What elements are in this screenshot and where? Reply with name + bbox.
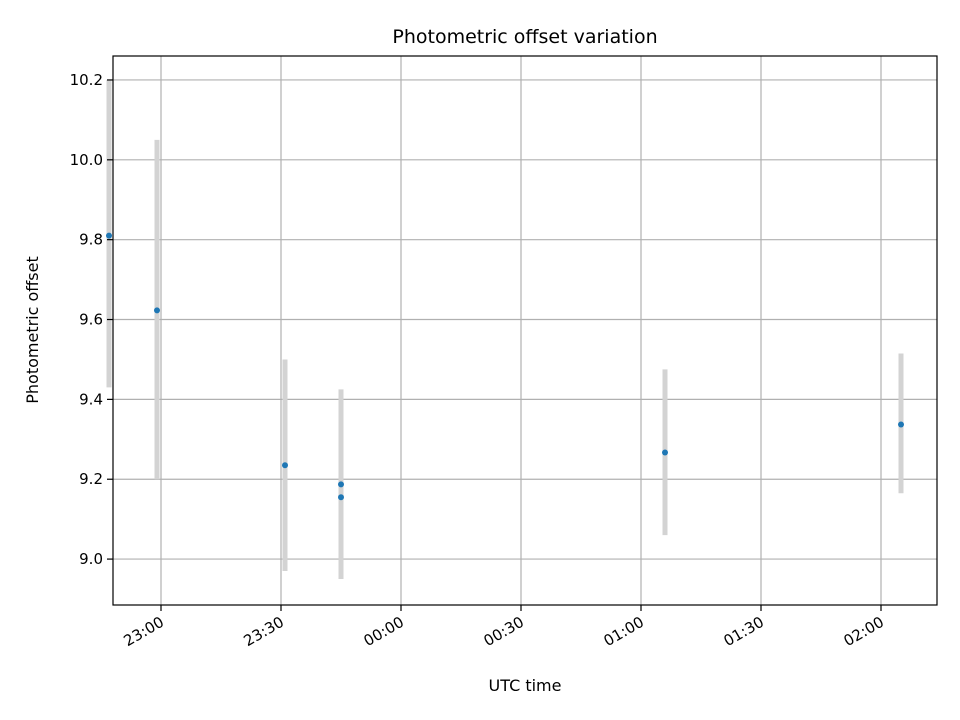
x-axis-label: UTC time — [489, 676, 562, 695]
data-point — [898, 421, 904, 428]
grid — [113, 56, 937, 605]
y-tick-label: 9.4 — [79, 390, 103, 408]
y-tick-label: 10.2 — [70, 71, 103, 89]
data-point — [338, 481, 344, 488]
y-tick-label: 9.0 — [79, 550, 103, 568]
data-point — [106, 232, 112, 239]
data-point — [154, 307, 160, 314]
y-tick-label: 10.0 — [70, 151, 103, 169]
data-point — [282, 462, 288, 469]
data-point — [338, 494, 344, 501]
y-tick-label: 9.2 — [79, 470, 103, 488]
y-tick-label: 9.6 — [79, 311, 103, 329]
y-axis: 9.0 9.2 9.4 9.6 9.8 10.0 10.2 — [70, 71, 113, 568]
chart-title: Photometric offset variation — [392, 26, 657, 48]
y-tick-label: 9.8 — [79, 231, 103, 249]
data-points — [106, 232, 904, 501]
plot-frame — [112, 55, 938, 606]
data-point — [662, 449, 668, 456]
y-axis-label: Photometric offset — [23, 256, 42, 404]
